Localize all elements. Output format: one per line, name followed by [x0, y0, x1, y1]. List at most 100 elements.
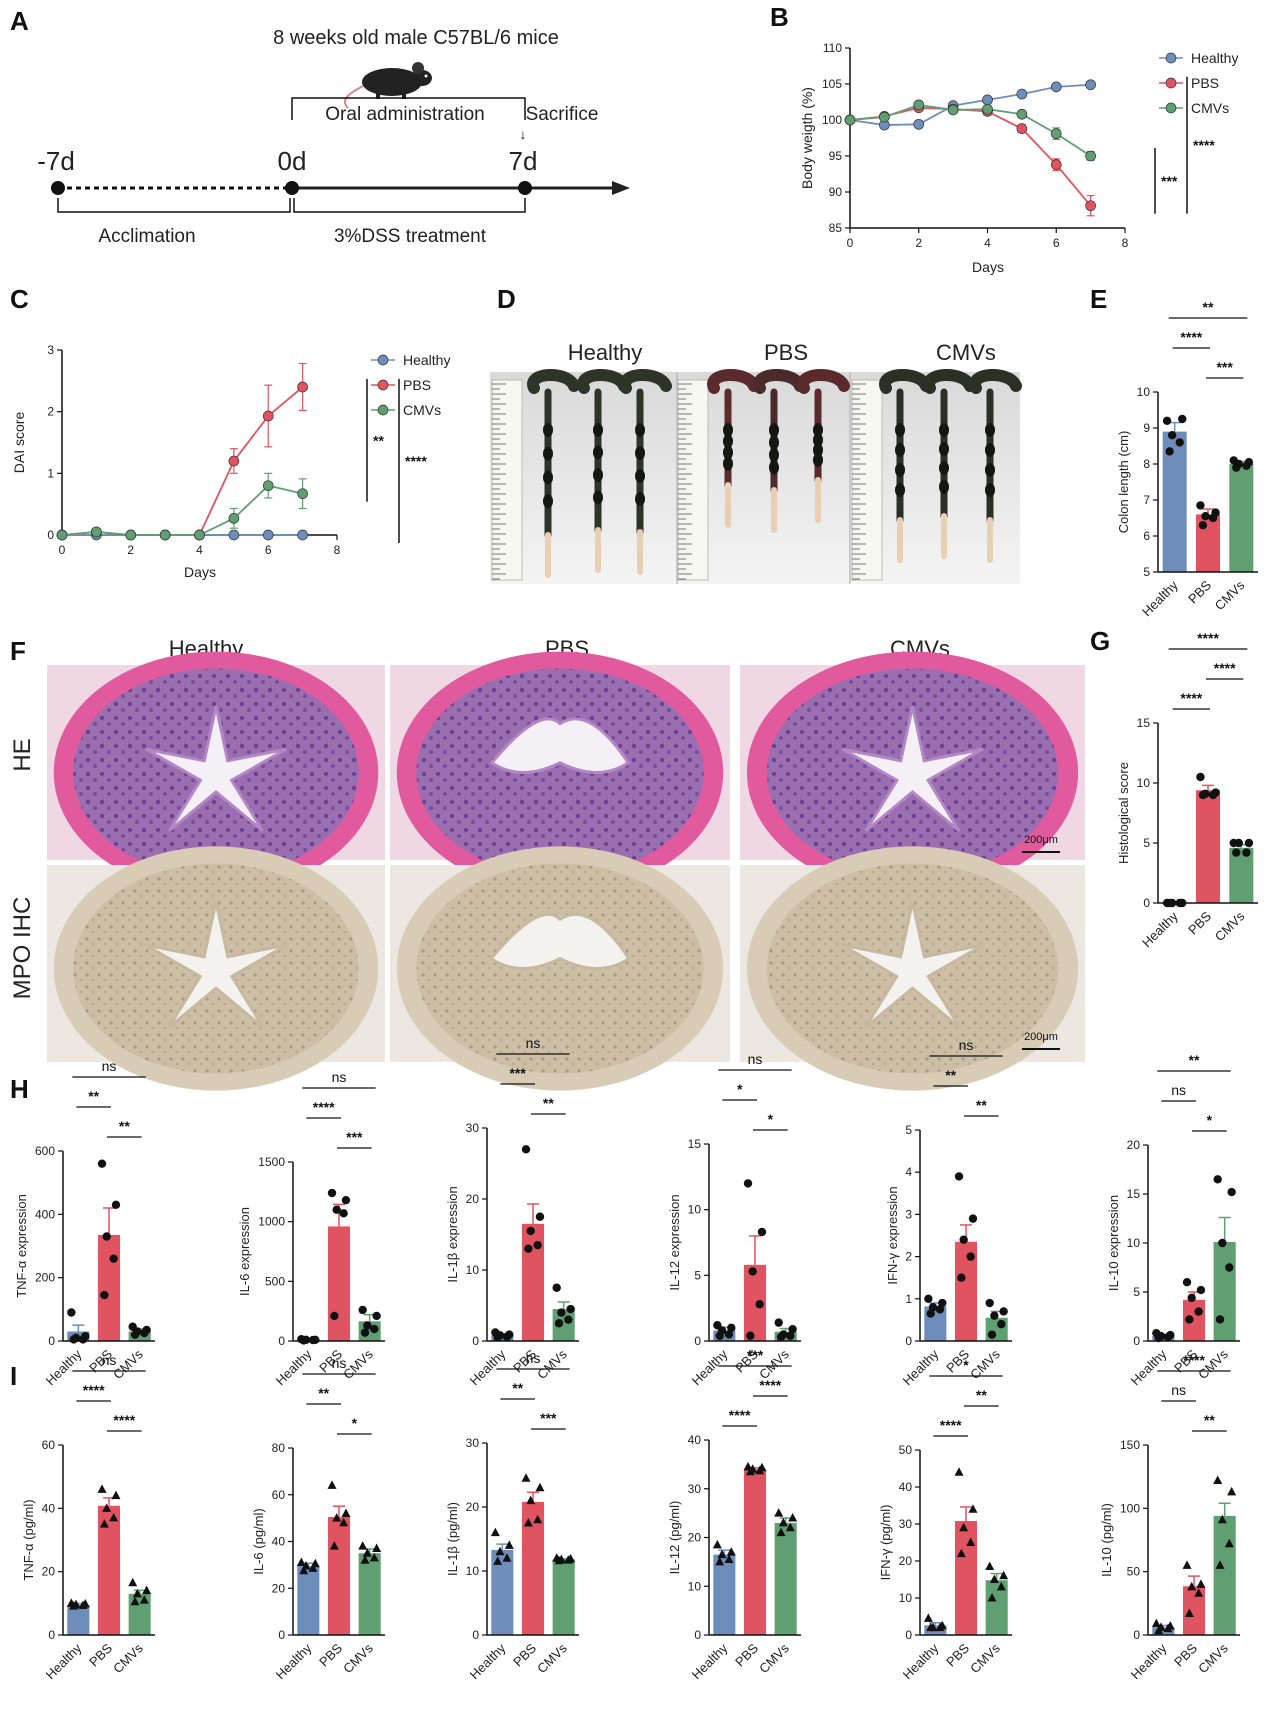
- y-tick-label: 5: [1143, 565, 1150, 579]
- data-point: [788, 1324, 797, 1334]
- y-axis-label: IL-1β expression: [445, 1186, 460, 1282]
- data-point: [726, 1547, 736, 1556]
- fecal-pellet: [985, 463, 995, 477]
- data-point: [1194, 1588, 1204, 1597]
- data-point: [923, 1613, 933, 1622]
- data-point: [717, 1549, 727, 1559]
- panel-label: E: [1090, 284, 1107, 314]
- data-point: [1232, 848, 1241, 857]
- bar-cmvs: [128, 1593, 151, 1635]
- data-point: [996, 1581, 1006, 1591]
- data-point: [1154, 1625, 1164, 1635]
- significance-label: *: [963, 1357, 969, 1373]
- y-tick-label: 6: [1143, 529, 1150, 543]
- data-point: [774, 1508, 784, 1517]
- x-tick-label: CMVs: [967, 1640, 1003, 1676]
- data-point: [78, 1600, 88, 1610]
- data-point: [493, 1333, 502, 1342]
- panel-label: C: [10, 284, 29, 314]
- cecum: [969, 368, 1022, 394]
- mucosa: [416, 863, 704, 1074]
- scalebar-label: 200μm: [1024, 834, 1058, 846]
- fecal-pellet: [769, 448, 779, 462]
- y-tick-label: 2: [905, 1250, 912, 1264]
- data-point: [372, 1311, 381, 1321]
- data-point: [332, 1205, 341, 1214]
- data-point: [743, 1179, 753, 1188]
- y-tick-label: 1: [47, 466, 54, 480]
- fecal-pellet: [593, 468, 603, 482]
- y-axis-label: IL-6 expression: [237, 1207, 252, 1296]
- y-tick-label: 50: [899, 1443, 913, 1457]
- x-tick-label: CMVs: [967, 1346, 1003, 1382]
- x-tick-label: 6: [1053, 236, 1060, 250]
- y-tick-label: 30: [688, 1482, 702, 1496]
- lumen: [840, 901, 985, 1029]
- fecal-pellet: [543, 494, 553, 509]
- ruler: [677, 379, 709, 581]
- bar-healthy: [1152, 1627, 1175, 1635]
- panel-d-photo: Healthy PBS CMVs: [490, 340, 1022, 584]
- timeline-title: 8 weeks old male C57BL/6 mice: [273, 27, 559, 49]
- data-point: [1196, 501, 1205, 510]
- mouse-icon: [343, 62, 432, 109]
- x-tick-label: CMVs: [340, 1640, 376, 1676]
- data-point: [844, 114, 856, 126]
- y-axis-label: IL-10 (pg/ml): [1099, 1503, 1114, 1577]
- data-point: [308, 1563, 318, 1572]
- data-point: [1198, 790, 1208, 800]
- fecal-pellet: [939, 480, 949, 494]
- timepoint-dot: [518, 181, 532, 195]
- data-point: [755, 1300, 764, 1309]
- data-point: [140, 1328, 149, 1338]
- data-point: [947, 104, 959, 116]
- data-point: [989, 1574, 999, 1583]
- fecal-pellet: [593, 423, 603, 437]
- bar-cmvs: [1213, 1242, 1236, 1341]
- y-axis-label: IL-6 (pg/ml): [251, 1508, 266, 1574]
- bar-cmvs: [1229, 464, 1254, 572]
- data-point: [1196, 1579, 1206, 1588]
- data-point: [1208, 513, 1218, 523]
- x-tick-label: Healthy: [273, 1346, 315, 1388]
- significance-label: ns: [1171, 1082, 1186, 1098]
- y-axis-label: TNF-α (pg/ml): [21, 1499, 36, 1580]
- significance-label: **: [976, 1387, 987, 1403]
- legend-marker: [377, 354, 389, 366]
- data-point: [554, 1319, 564, 1328]
- data-point: [535, 1212, 545, 1221]
- data-point: [1182, 1560, 1192, 1569]
- significance-label: *: [352, 1415, 358, 1431]
- cecum: [707, 368, 760, 394]
- scalebar-label: 200μm: [1024, 1031, 1058, 1043]
- data-point: [724, 1554, 734, 1563]
- y-tick-label: 0: [905, 1628, 912, 1642]
- data-point: [1178, 414, 1187, 424]
- data-point: [297, 529, 308, 541]
- data-point: [533, 1514, 543, 1524]
- data-point: [1201, 512, 1210, 521]
- bar-cmvs: [1229, 847, 1254, 903]
- data-point: [985, 1561, 995, 1571]
- significance-label: ****: [83, 1382, 105, 1398]
- data-point: [91, 526, 102, 538]
- data-point: [564, 1315, 573, 1324]
- y-tick-label: 30: [899, 1517, 913, 1531]
- data-point: [727, 1323, 736, 1333]
- y-tick-label: 15: [1137, 716, 1151, 730]
- significance-label: *: [1207, 1112, 1213, 1128]
- data-point: [339, 1517, 349, 1527]
- x-tick-label: Healthy: [467, 1640, 509, 1682]
- data-point: [715, 1556, 725, 1566]
- panel-label: A: [10, 6, 29, 36]
- data-point: [102, 1232, 111, 1241]
- lumen: [841, 705, 984, 833]
- data-point: [987, 1330, 997, 1339]
- data-point: [67, 1308, 76, 1317]
- y-tick-label: 105: [822, 77, 842, 91]
- y-tick-label: 9: [1143, 421, 1150, 435]
- significance-label: ****: [313, 1099, 335, 1115]
